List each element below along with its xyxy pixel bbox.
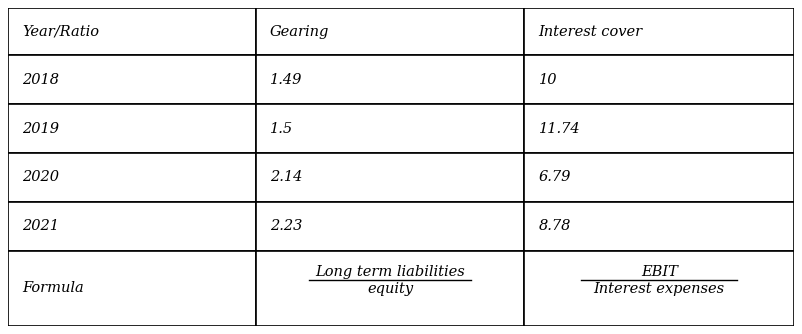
Bar (525, 104, 794, 153)
Text: 8.78: 8.78 (539, 219, 571, 233)
Text: 6.79: 6.79 (539, 170, 571, 184)
Text: 2018: 2018 (22, 73, 59, 87)
Text: 2019: 2019 (22, 122, 59, 136)
Text: equity: equity (367, 282, 413, 296)
Bar (256, 250, 525, 326)
Text: Interest cover: Interest cover (539, 25, 642, 39)
Text: 1.5: 1.5 (269, 122, 293, 136)
Bar (8, 153, 256, 202)
Bar (256, 202, 525, 250)
Text: 2.14: 2.14 (269, 170, 302, 184)
Bar (8, 55, 256, 104)
Text: 1.49: 1.49 (269, 73, 302, 87)
Bar (8, 8, 256, 55)
Bar (256, 55, 525, 104)
Text: Year/Ratio: Year/Ratio (22, 25, 99, 39)
Bar (8, 202, 256, 250)
Bar (525, 250, 794, 326)
Text: 2.23: 2.23 (269, 219, 302, 233)
Text: 10: 10 (539, 73, 557, 87)
Bar (525, 202, 794, 250)
Text: Interest expenses: Interest expenses (593, 282, 725, 296)
Text: 11.74: 11.74 (539, 122, 580, 136)
Bar (256, 8, 525, 55)
Bar (8, 104, 256, 153)
Bar (256, 153, 525, 202)
Bar (256, 104, 525, 153)
Text: Formula: Formula (22, 281, 84, 295)
Text: 2020: 2020 (22, 170, 59, 184)
Bar (8, 250, 256, 326)
Bar (525, 153, 794, 202)
Text: 2021: 2021 (22, 219, 59, 233)
Text: Gearing: Gearing (269, 25, 329, 39)
Text: EBIT: EBIT (641, 265, 678, 279)
Text: Long term liabilities: Long term liabilities (315, 265, 465, 279)
Bar (525, 55, 794, 104)
Bar (525, 8, 794, 55)
